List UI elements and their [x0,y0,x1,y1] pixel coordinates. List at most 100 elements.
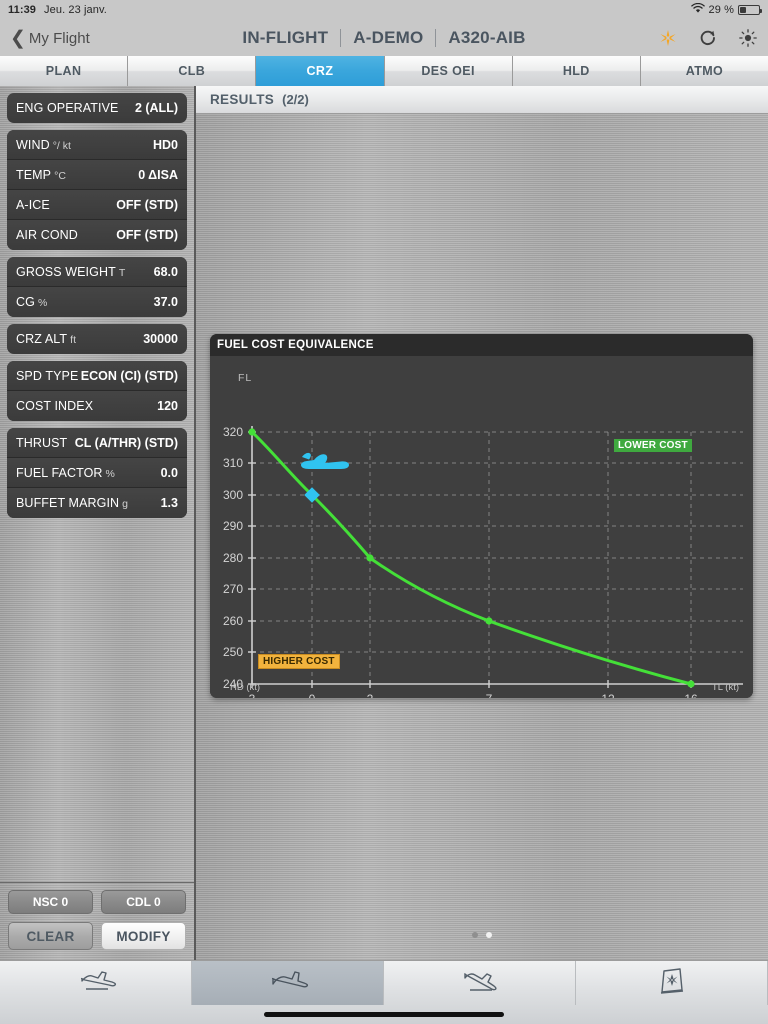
param-value: 68.0 [153,264,178,279]
param-label: CG [16,295,35,309]
param-unit: °C [54,169,66,182]
battery-percent: 29 % [708,4,734,16]
page-dot-2[interactable] [486,932,492,938]
param-label-wrap: FUEL FACTOR% [16,464,115,482]
param-value: CL (A/THR) (STD) [74,435,178,450]
bottom-tab-document[interactable] [576,961,768,1005]
param-group-thrust: THRUST CL (A/THR) (STD) FUEL FACTOR% 0.0… [7,428,187,518]
param-label: THRUST [16,435,68,450]
svg-text:12: 12 [601,692,615,698]
param-label: ENG OPERATIVE [16,101,119,115]
home-indicator [264,1012,504,1017]
param-unit: % [37,297,48,309]
breadcrumb-database: A-DEMO [341,29,437,47]
param-row-cg[interactable]: CG% 37.0 [7,287,187,317]
param-value: 0 ΔISA [138,167,178,182]
clear-button[interactable]: CLEAR [8,922,93,950]
param-row-spd-type[interactable]: SPD TYPE ECON (CI) (STD) [7,361,187,391]
refresh-icon[interactable] [698,28,718,48]
chart-line-series [250,430,693,686]
page-indicator [196,932,768,938]
svg-text:16: 16 [684,692,698,698]
param-label: GROSS WEIGHT [16,264,116,279]
param-unit: ft [70,334,77,346]
param-row-gross-weight[interactable]: GROSS WEIGHT T 68.0 [7,257,187,287]
tab-atmo[interactable]: ATMO [640,56,768,86]
modify-button[interactable]: MODIFY [101,922,186,950]
bottom-tab-landing[interactable] [384,961,576,1005]
landing-icon [458,968,502,999]
cdl-button[interactable]: CDL 0 [101,890,186,914]
tab-des-oei[interactable]: DES OEI [384,56,513,86]
bottom-toolbar [0,960,768,1024]
param-group-engines: ENG OPERATIVE 2 (ALL) [7,93,187,123]
ios-status-bar: 11:39 Jeu. 23 janv. 29 % [0,0,768,20]
param-row-crz-alt[interactable]: CRZ ALT ft 30000 [7,324,187,354]
sidebar-footer: NSC 0 CDL 0 CLEAR MODIFY [0,882,194,960]
back-button[interactable]: ❮ My Flight [10,29,90,48]
param-group-weight: GROSS WEIGHT T 68.0 CG% 37.0 [7,257,187,317]
bottom-tab-climb[interactable] [192,961,384,1005]
chart-data-markers [248,428,695,688]
status-date: Jeu. 23 janv. [44,4,107,16]
svg-text:240: 240 [223,677,243,691]
param-label-wrap: WIND °/ kt [16,136,71,154]
param-label: TEMP [16,167,52,182]
param-value: OFF (STD) [116,197,178,212]
chart-plot-area[interactable]: FL [210,356,753,698]
tab-hld[interactable]: HLD [512,56,641,86]
param-label: A-ICE [16,197,50,212]
param-group-atmosphere: WIND °/ kt HD0 TEMP °C 0 ΔISA A-ICE OFF (S… [7,130,187,250]
brightness-icon[interactable] [738,28,758,48]
phase-tab-bar: PLAN CLB CRZ DES OEI HLD ATMO [0,56,768,86]
sidebar-status-buttons: NSC 0 CDL 0 [0,882,194,920]
param-row-air-cond[interactable]: AIR COND OFF (STD) [7,220,187,250]
param-label: BUFFET MARGIN [16,496,120,510]
svg-text:300: 300 [223,488,243,502]
sparkle-icon[interactable] [658,28,678,48]
svg-text:260: 260 [223,614,243,628]
chevron-left-icon: ❮ [10,27,26,49]
param-row-wind[interactable]: WIND °/ kt HD0 [7,130,187,160]
param-row-buffet-margin[interactable]: BUFFET MARGIN g 1.3 [7,488,187,518]
x-axis-left-label: HD (kt) [230,682,261,693]
param-unit: °/ kt [52,139,71,152]
param-value: 37.0 [153,295,178,309]
param-row-fuel-factor[interactable]: FUEL FACTOR% 0.0 [7,458,187,488]
svg-text:3: 3 [249,692,256,698]
chart-y-axis-label: FL [238,372,253,384]
param-label-wrap: CRZ ALT ft [16,330,76,348]
param-row-eng-operative[interactable]: ENG OPERATIVE 2 (ALL) [7,93,187,123]
param-label: AIR COND [16,228,78,242]
page-dot-1[interactable] [472,932,478,938]
param-value: OFF (STD) [116,228,178,242]
param-row-cost-index[interactable]: COST INDEX 120 [7,391,187,421]
tab-crz[interactable]: CRZ [256,56,385,86]
higher-cost-badge: HIGHER COST [258,654,340,669]
sidebar-action-buttons: CLEAR MODIFY [0,920,194,960]
param-group-altitude: CRZ ALT ft 30000 [7,324,187,354]
flight-context-breadcrumb: IN-FLIGHT A-DEMO A320-AIB [0,29,768,47]
param-row-a-ice[interactable]: A-ICE OFF (STD) [7,190,187,220]
header-actions [658,28,758,48]
parameters-sidebar: ENG OPERATIVE 2 (ALL) WIND °/ kt HD0 TEMP… [0,86,196,960]
param-row-thrust[interactable]: THRUST CL (A/THR) (STD) [7,428,187,458]
tab-clb[interactable]: CLB [128,56,257,86]
tab-des-oei-label: DES OEI [421,64,475,78]
svg-text:250: 250 [223,645,243,659]
svg-text:2: 2 [367,692,374,698]
svg-text:280: 280 [223,551,243,565]
param-label: COST INDEX [16,399,94,413]
back-button-label: My Flight [28,29,90,47]
tab-plan[interactable]: PLAN [0,56,129,86]
param-label-wrap: TEMP °C [16,166,66,184]
bottom-tab-takeoff[interactable] [0,961,192,1005]
svg-text:290: 290 [223,519,243,533]
param-label: WIND [16,137,50,152]
app-header: ❮ My Flight IN-FLIGHT A-DEMO A320-AIB [0,20,768,56]
param-row-temp[interactable]: TEMP °C 0 ΔISA [7,160,187,190]
tab-hld-label: HLD [562,64,590,78]
x-axis-right-label: TL (kt) [711,682,739,693]
nsc-button[interactable]: NSC 0 [8,890,93,914]
